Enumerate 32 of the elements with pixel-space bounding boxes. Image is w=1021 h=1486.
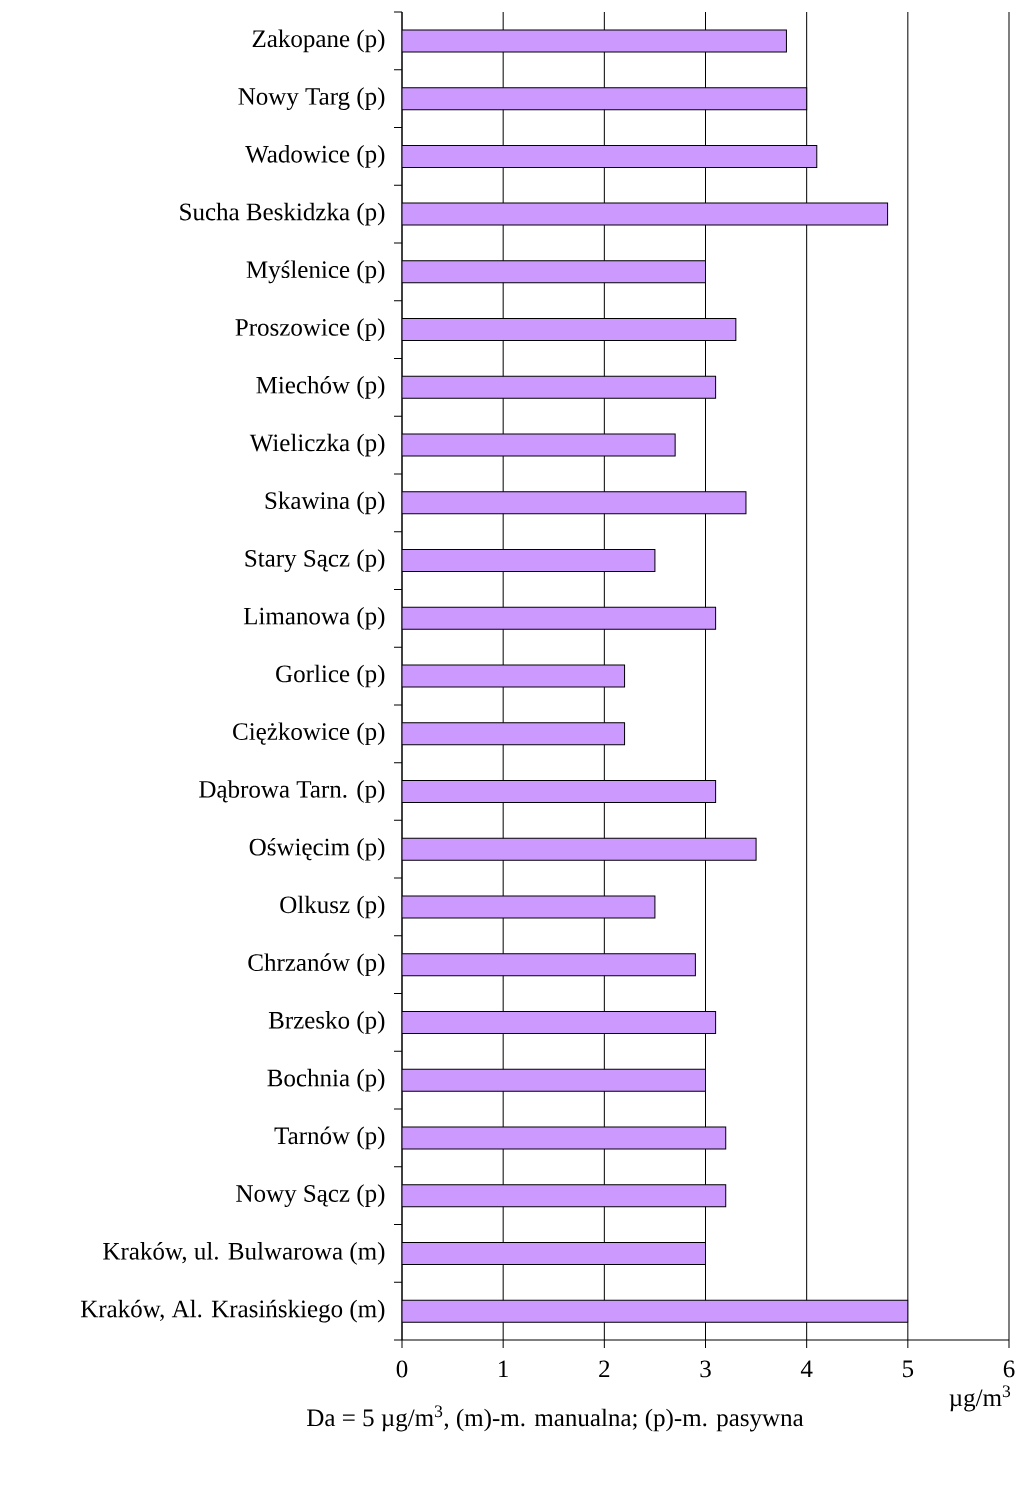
y-tick-label: Wadowice (p) <box>245 145 385 168</box>
x-tick-label: 3 <box>700 1360 711 1378</box>
y-tick-label: Nowy Sącz (p) <box>236 1184 385 1208</box>
y-tick-label: Miechów (p) <box>256 375 385 399</box>
y-tick-label: Chrzanów (p) <box>248 953 385 977</box>
y-tick-label: Zakopane (p) <box>252 29 385 53</box>
x-tick-label: 6 <box>1003 1360 1015 1378</box>
text: Da = 5 µg/m$^{3}$, (m)-m. manualna; (p)-m. pasywna <box>307 1405 804 1432</box>
y-tick-label: Wieliczka (p) <box>249 433 385 457</box>
x-tick-label: 4 <box>800 1360 813 1377</box>
y-tick-label: Kraków, Al. Krasińskiego (m) <box>80 1299 385 1323</box>
y-tick-label: Proszowice (p) <box>235 318 385 341</box>
y-tick-label: Ciężkowice (p) <box>233 722 385 746</box>
y-tick-label: Limanowa (p) <box>243 606 385 630</box>
y-tick-label: Stary Sącz (p) <box>245 549 385 572</box>
y-tick-label: Skawina (p) <box>265 491 385 515</box>
y-tick-label: Oświęcim (p) <box>249 837 385 861</box>
y-tick-label: Myślenice (p) <box>246 260 385 284</box>
x-tick-label: 2 <box>599 1360 610 1378</box>
y-tick-label: Tarnów (p) <box>274 1126 385 1150</box>
y-tick-label: Kraków, ul. Bulwarowa (m) <box>103 1242 385 1265</box>
y-tick-label: Dąbrowa Tarn. (p) <box>199 780 385 803</box>
y-tick-label: Bochnia (p) <box>267 1068 385 1092</box>
x-tick-label: 5 <box>903 1360 914 1378</box>
y-tick-label: Olkusz (p) <box>280 895 385 919</box>
y-tick-label: Brzesko (p) <box>268 1011 385 1034</box>
x-tick-label: 0 <box>396 1360 408 1378</box>
y-tick-label: Gorlice (p) <box>276 664 385 688</box>
x-tick-label: 1 <box>499 1360 508 1378</box>
x-axis-title: µg/m$^{3}$ <box>949 1385 1011 1412</box>
y-tick-label: Nowy Targ (p) <box>238 87 385 111</box>
y-tick-label: Sucha Beskidzka (p) <box>180 202 385 226</box>
